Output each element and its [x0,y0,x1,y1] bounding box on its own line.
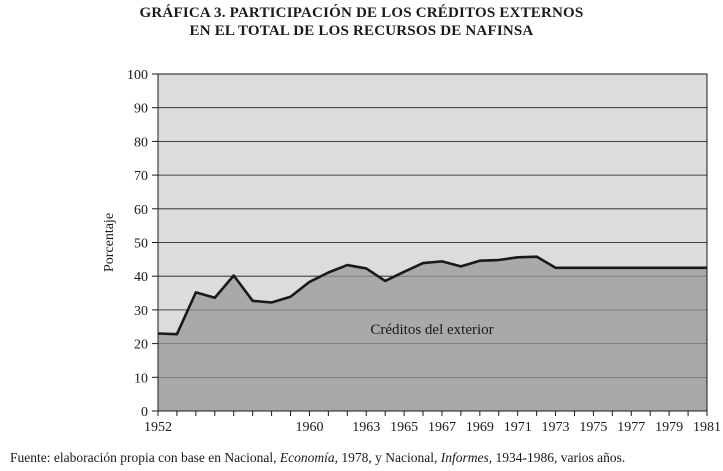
chart-title-line-1: GRÁFICA 3. PARTICIPACIÓN DE LOS CRÉDITOS… [139,5,584,21]
x-tick-label-1971: 1971 [504,420,532,435]
area-label-creditos: Créditos del exterior [370,322,493,338]
x-tick-label-1975: 1975 [579,420,607,435]
x-tick-label-1977: 1977 [617,420,645,435]
y-tick-label-60: 60 [134,203,148,218]
y-tick-label-70: 70 [134,169,148,184]
y-tick-label-40: 40 [134,270,148,285]
x-tick-label-1979: 1979 [655,420,683,435]
y-tick-label-10: 10 [134,371,148,386]
chart-title: GRÁFICA 3. PARTICIPACIÓN DE LOS CRÉDITOS… [0,4,723,40]
y-tick-label-100: 100 [127,68,148,83]
y-tick-label-50: 50 [134,237,148,252]
chart-title-line-2: EN EL TOTAL DE LOS RECURSOS DE NAFINSA [189,23,534,39]
x-tick-label-1981: 1981 [693,420,721,435]
source-title-informes: Informes [440,450,489,465]
x-tick-label-1952: 1952 [144,420,172,435]
x-tick-label-1973: 1973 [542,420,570,435]
x-tick-label-1969: 1969 [466,420,494,435]
series-line-creditos [157,255,707,336]
x-tick-label-1960: 1960 [295,420,323,435]
source-title-economia: Economía [279,450,335,465]
source-note: Fuente: elaboración propia con base en N… [10,450,625,466]
y-tick-label-80: 80 [134,135,148,150]
y-tick-label-0: 0 [141,405,148,420]
x-tick-label-1965: 1965 [390,420,418,435]
y-axis-label: Porcentaje [102,213,117,272]
series-area-creditos [158,256,707,411]
source-suffix: , 1934-1986, varios años. [488,450,626,465]
source-middle: , 1978, y Nacional, [334,450,441,465]
x-tick-label-1967: 1967 [428,420,456,435]
x-tick-label-1963: 1963 [352,420,380,435]
y-tick-label-90: 90 [134,102,148,117]
y-tick-label-20: 20 [134,338,148,353]
source-prefix: Fuente: elaboración propia con base en N… [10,450,280,465]
y-tick-label-30: 30 [134,304,148,319]
